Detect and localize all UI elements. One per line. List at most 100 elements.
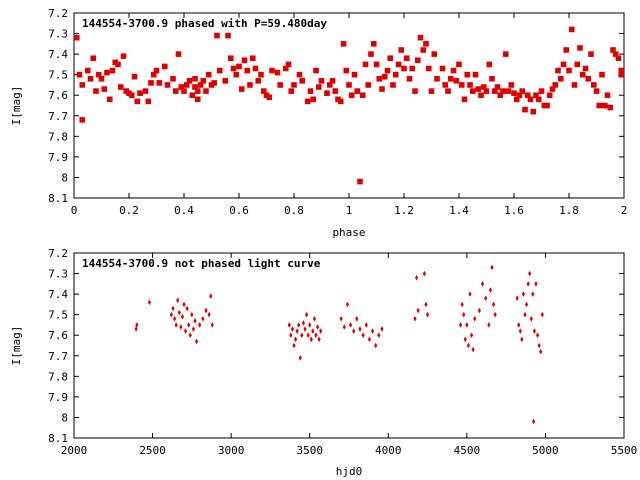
data-point (468, 291, 472, 297)
data-point (343, 67, 350, 74)
data-point (304, 311, 309, 318)
data-point (466, 342, 471, 349)
data-point (192, 75, 198, 82)
data-point (301, 320, 306, 326)
data-point (395, 61, 402, 68)
data-point (494, 84, 501, 90)
data-point (480, 281, 485, 287)
data-point (423, 41, 429, 47)
data-point (214, 32, 220, 39)
y-tick-label: 7.3 (48, 268, 68, 281)
data-point (610, 47, 616, 53)
x-tick-label: 5000 (532, 444, 559, 457)
x-tick-label: 1.6 (504, 204, 524, 217)
data-point (193, 318, 197, 324)
x-axis-label: hjd0 (336, 465, 363, 478)
data-point (439, 65, 446, 72)
data-point (170, 75, 176, 82)
y-tick-label: 7.2 (48, 247, 68, 260)
data-point (194, 88, 201, 94)
data-point (306, 332, 310, 339)
data-point (142, 88, 149, 94)
data-point (291, 82, 297, 88)
data-point (183, 82, 190, 88)
data-point (535, 96, 542, 103)
data-point (461, 96, 468, 103)
data-point (596, 102, 603, 109)
data-point (467, 82, 473, 88)
data-point (200, 78, 207, 84)
data-point (362, 61, 369, 68)
data-point (520, 336, 524, 343)
data-point (308, 322, 312, 328)
data-point (428, 88, 435, 94)
data-point (357, 178, 363, 185)
data-point (93, 88, 99, 94)
data-point (472, 71, 479, 78)
data-point (203, 88, 209, 94)
data-point (458, 322, 463, 328)
x-tick-label: 5500 (611, 444, 638, 457)
data-point (190, 311, 194, 318)
unphased-plot: 2000 2500 3000 3500 4000 4500 5000 5500 7.2 7.3 7.… (10, 247, 637, 478)
data-point (269, 67, 275, 74)
data-point (475, 86, 482, 92)
data-point (148, 80, 154, 86)
data-point (458, 82, 465, 88)
data-point (201, 315, 205, 322)
data-point (515, 295, 519, 302)
data-point (521, 291, 526, 297)
data-point (90, 55, 97, 62)
data-point (390, 82, 396, 88)
data-point (462, 311, 466, 318)
data-point (615, 55, 622, 62)
data-point (424, 301, 428, 308)
data-point (460, 301, 464, 308)
data-point (73, 34, 80, 41)
data-point (233, 71, 240, 78)
plot-title: 144554-3700.9 phased with P=59.480day (82, 17, 327, 30)
y-tick-label: 7.7 (48, 350, 68, 363)
data-point (117, 84, 124, 90)
data-point (178, 84, 185, 90)
data-point (406, 75, 413, 82)
data-series (134, 264, 544, 425)
data-point (311, 328, 315, 334)
data-point (297, 322, 301, 328)
data-point (523, 311, 527, 318)
data-point (370, 41, 377, 47)
data-point (414, 57, 421, 64)
data-point (483, 88, 490, 94)
data-point (183, 328, 188, 334)
data-point (469, 332, 474, 339)
data-point (313, 67, 319, 74)
data-point (540, 311, 544, 318)
data-point (425, 311, 430, 318)
data-point (364, 322, 368, 328)
data-point (478, 92, 484, 99)
data-point (413, 315, 417, 322)
y-axis-label: I[mag] (10, 86, 23, 126)
data-point (398, 47, 405, 53)
data-point (493, 311, 497, 318)
data-point (508, 82, 515, 88)
data-point (489, 75, 495, 82)
y-tick-label: 7.7 (48, 110, 68, 123)
data-point (374, 342, 378, 349)
data-point (247, 82, 253, 88)
data-point (205, 71, 212, 78)
data-point (618, 71, 625, 78)
y-tick-label: 7.3 (48, 28, 68, 41)
data-point (227, 55, 234, 62)
data-point (181, 88, 187, 94)
data-point (417, 34, 424, 41)
data-point (192, 84, 198, 90)
y-tick-label: 7.9 (48, 151, 68, 164)
data-point (348, 322, 353, 328)
data-point (95, 71, 102, 78)
y-tick-label: 7.6 (48, 329, 68, 342)
data-point (456, 61, 462, 68)
data-point (84, 67, 91, 74)
data-point (599, 71, 605, 78)
data-point (187, 322, 191, 328)
